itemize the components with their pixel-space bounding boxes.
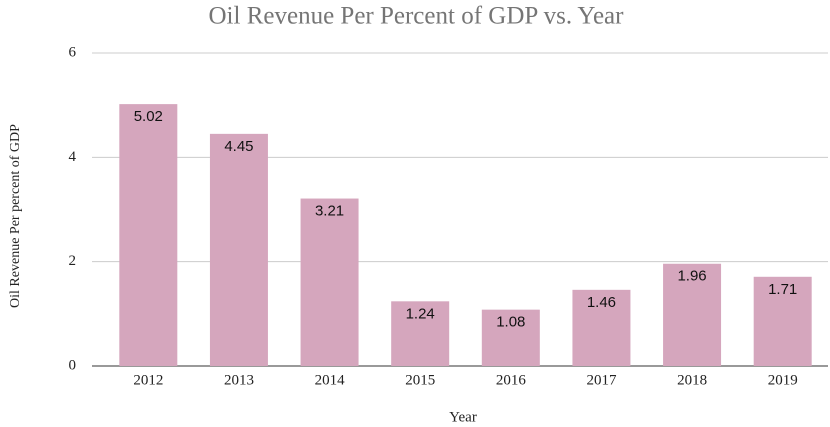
x-tick-label: 2019 — [768, 372, 798, 388]
x-tick-label: 2012 — [133, 372, 163, 388]
x-tick-label: 2017 — [586, 372, 617, 388]
y-tick-label: 2 — [69, 253, 77, 269]
data-label: 1.96 — [677, 268, 706, 285]
data-label: 1.71 — [768, 281, 797, 298]
y-axis-label: Oil Revenue Per percent of GDP — [8, 124, 23, 308]
data-label: 4.45 — [224, 138, 253, 155]
x-axis-label: Year — [449, 409, 477, 425]
y-tick-label: 6 — [69, 44, 77, 60]
bar — [572, 289, 631, 366]
x-tick-label: 2014 — [315, 372, 346, 388]
x-tick-label: 2013 — [224, 372, 254, 388]
data-label: 1.46 — [587, 294, 616, 311]
bar — [300, 198, 359, 366]
bar — [753, 276, 812, 366]
data-label: 5.02 — [134, 108, 163, 125]
chart-title: Oil Revenue Per Percent of GDP vs. Year — [209, 3, 625, 30]
data-label: 1.24 — [406, 305, 435, 322]
bar — [391, 301, 450, 366]
y-tick-label: 0 — [69, 357, 77, 373]
bar — [481, 309, 540, 366]
y-tick-label: 4 — [69, 149, 77, 165]
bar — [209, 133, 268, 366]
data-label: 3.21 — [315, 203, 344, 220]
bar — [663, 263, 722, 366]
x-tick-label: 2018 — [677, 372, 707, 388]
bar — [119, 104, 178, 366]
x-tick-label: 2016 — [496, 372, 527, 388]
x-tick-label: 2015 — [405, 372, 435, 388]
data-label: 1.08 — [496, 314, 525, 331]
